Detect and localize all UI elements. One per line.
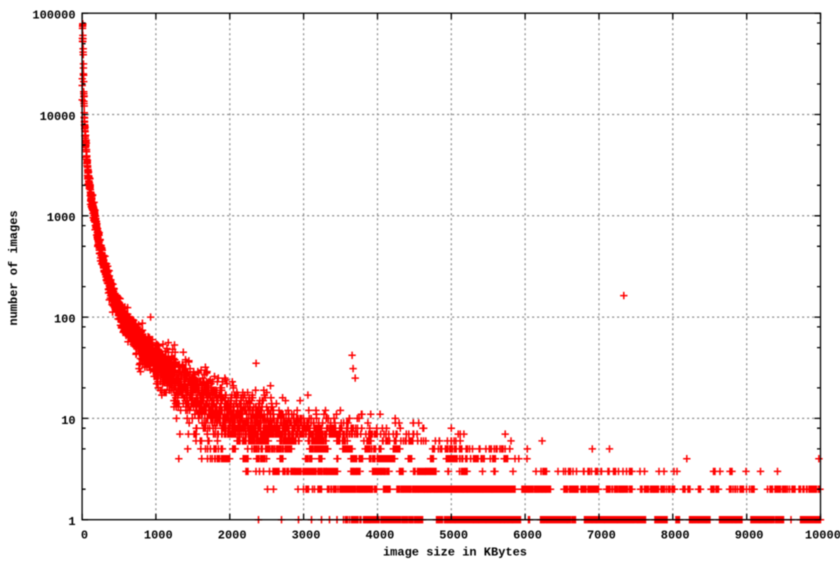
svg-text:6000: 6000 <box>513 528 542 542</box>
svg-text:3000: 3000 <box>292 528 321 542</box>
svg-text:image size in KBytes: image size in KBytes <box>383 546 527 560</box>
svg-text:7000: 7000 <box>587 528 616 542</box>
svg-text:10000: 10000 <box>40 110 76 124</box>
svg-text:5000: 5000 <box>439 528 468 542</box>
svg-text:1: 1 <box>68 515 75 529</box>
svg-text:8000: 8000 <box>661 528 690 542</box>
svg-text:9000: 9000 <box>735 528 764 542</box>
svg-text:0: 0 <box>81 528 88 542</box>
svg-text:10: 10 <box>61 414 75 428</box>
svg-text:100: 100 <box>54 313 76 327</box>
svg-text:10000: 10000 <box>805 528 840 542</box>
svg-text:100000: 100000 <box>32 9 75 23</box>
svg-text:1000: 1000 <box>47 211 76 225</box>
svg-text:4000: 4000 <box>365 528 394 542</box>
svg-text:2000: 2000 <box>218 528 247 542</box>
svg-text:number of images: number of images <box>7 210 21 325</box>
svg-text:1000: 1000 <box>144 528 173 542</box>
